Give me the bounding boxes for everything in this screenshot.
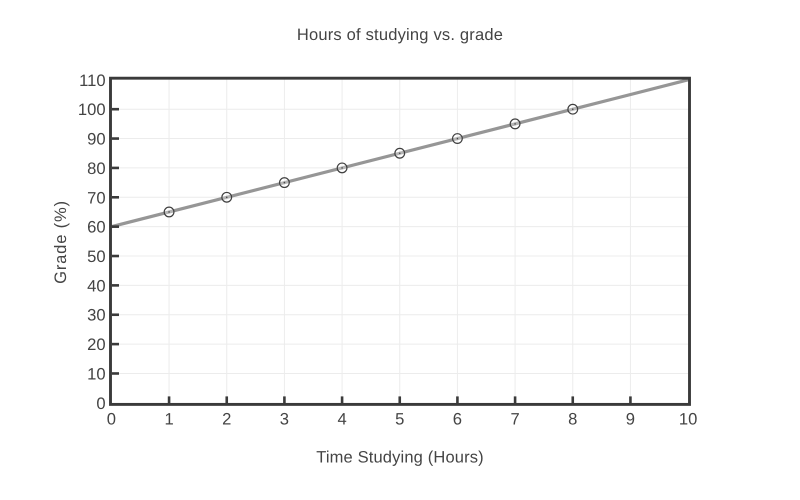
- svg-text:20: 20: [87, 335, 105, 354]
- svg-text:30: 30: [87, 306, 105, 325]
- svg-text:0: 0: [107, 410, 116, 429]
- svg-text:90: 90: [87, 130, 105, 149]
- svg-text:9: 9: [626, 410, 635, 429]
- svg-text:8: 8: [568, 410, 577, 429]
- svg-text:50: 50: [87, 247, 105, 266]
- svg-text:40: 40: [87, 276, 105, 295]
- svg-text:Time Studying (Hours): Time Studying (Hours): [316, 449, 484, 467]
- svg-text:100: 100: [78, 100, 106, 119]
- svg-text:Grade (%): Grade (%): [51, 200, 70, 284]
- svg-text:110: 110: [79, 71, 105, 90]
- svg-text:2: 2: [222, 410, 231, 429]
- svg-text:1: 1: [164, 410, 173, 429]
- svg-text:60: 60: [87, 218, 105, 237]
- svg-text:5: 5: [395, 410, 404, 429]
- svg-text:10: 10: [87, 364, 105, 383]
- svg-text:Hours of studying vs. grade: Hours of studying vs. grade: [297, 26, 503, 44]
- svg-text:3: 3: [280, 410, 289, 429]
- svg-text:6: 6: [453, 410, 462, 429]
- svg-text:80: 80: [87, 159, 105, 178]
- svg-text:70: 70: [87, 188, 105, 207]
- svg-text:10: 10: [679, 410, 697, 429]
- svg-text:7: 7: [510, 410, 519, 429]
- svg-text:0: 0: [96, 394, 105, 413]
- svg-text:4: 4: [337, 410, 346, 429]
